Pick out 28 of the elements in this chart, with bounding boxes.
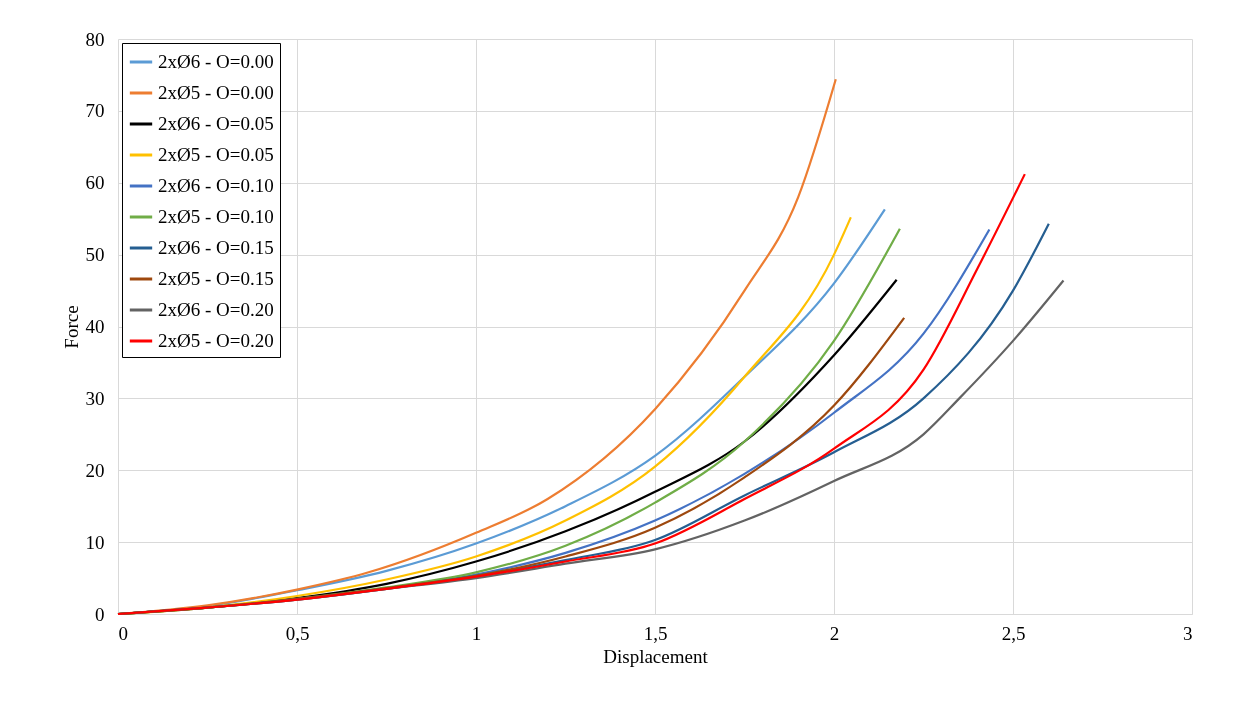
x-axis-title: Displacement [603, 645, 709, 667]
x-tick-label: 1,5 [643, 622, 668, 644]
x-tick-label: 1 [471, 622, 482, 644]
legend-label: 2xØ5 - O=0.05 [158, 144, 274, 165]
x-tick-label: 0 [118, 622, 128, 644]
y-tick-label: 40 [85, 316, 105, 337]
y-tick-label: 10 [85, 531, 105, 553]
legend-label: 2xØ5 - O=0.10 [158, 206, 274, 227]
legend-label: 2xØ6 - O=0.15 [158, 237, 274, 258]
legend-label: 2xØ5 - O=0.15 [158, 268, 274, 289]
y-tick-label: 70 [85, 100, 105, 122]
y-tick-label: 30 [85, 387, 105, 409]
y-axis-title: Force [60, 305, 82, 349]
x-tick-label: 2 [829, 622, 840, 644]
legend-label: 2xØ5 - O=0.20 [158, 330, 274, 351]
x-tick-label: 3 [1183, 622, 1193, 644]
legend-label: 2xØ6 - O=0.20 [158, 299, 274, 320]
legend-label: 2xØ6 - O=0.05 [158, 113, 274, 134]
x-tick-label: 2,5 [1001, 622, 1026, 644]
y-tick-label: 60 [85, 172, 105, 194]
y-tick-label: 80 [85, 28, 105, 50]
legend-label: 2xØ6 - O=0.10 [158, 175, 274, 196]
y-tick-label: 50 [85, 244, 105, 266]
y-tick-label: 0 [95, 603, 105, 625]
legend-label: 2xØ5 - O=0.00 [158, 82, 274, 103]
y-tick-label: 20 [85, 459, 105, 481]
x-tick-label: 0,5 [285, 622, 310, 644]
legend-label: 2xØ6 - O=0.00 [158, 51, 274, 72]
